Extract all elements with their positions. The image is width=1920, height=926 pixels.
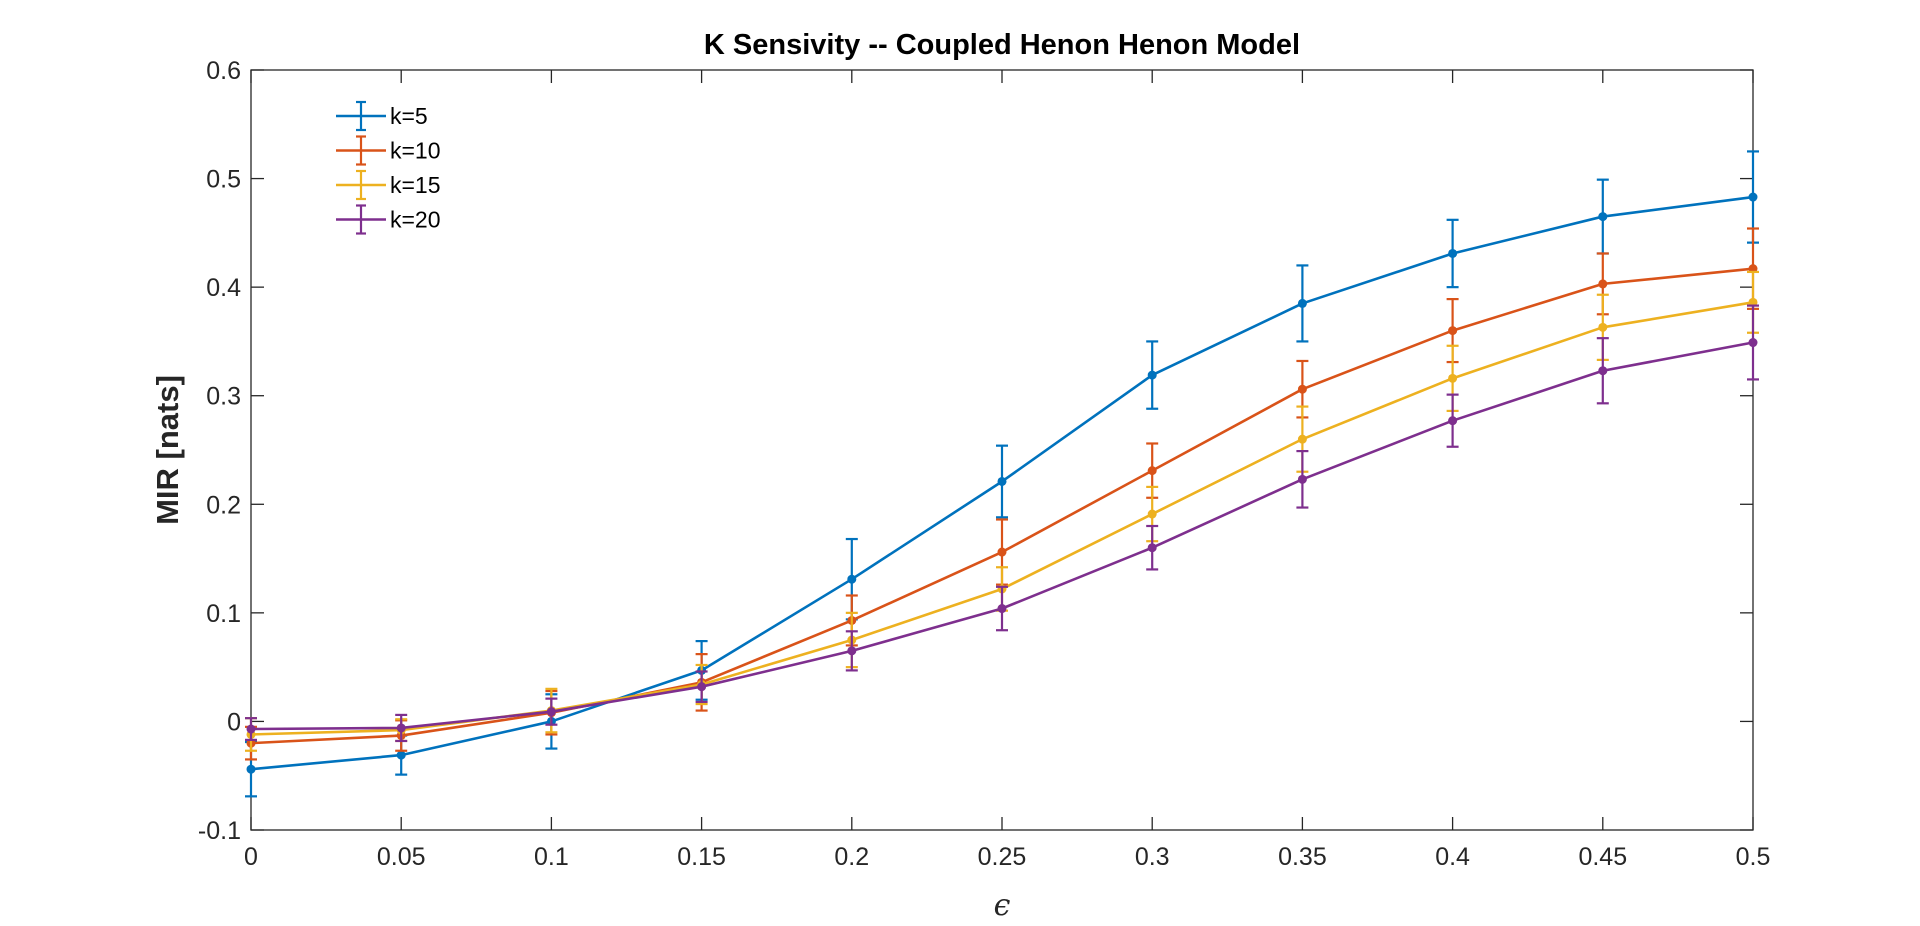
data-point — [1448, 326, 1458, 336]
data-point — [1598, 366, 1608, 376]
y-tick-label: 0.5 — [206, 166, 241, 194]
data-point — [697, 682, 707, 692]
x-tick-label: 0.4 — [1435, 843, 1470, 871]
data-point — [396, 723, 406, 733]
legend-label: k=15 — [390, 172, 441, 198]
series-layer — [245, 150, 1759, 798]
data-point — [1748, 192, 1758, 202]
x-tick-label: 0.3 — [1135, 843, 1170, 871]
chart-title: K Sensivity -- Coupled Henon Henon Model — [704, 29, 1300, 61]
data-point — [997, 604, 1007, 614]
data-point — [1448, 248, 1458, 258]
x-tick-label: 0.5 — [1736, 843, 1771, 871]
data-point — [546, 707, 556, 717]
y-tick-label: 0.4 — [206, 274, 241, 302]
data-point — [1598, 322, 1608, 332]
series-k=5 — [245, 150, 1759, 798]
data-point — [1598, 212, 1608, 222]
data-point — [997, 547, 1007, 557]
data-point — [1147, 509, 1157, 519]
x-tick-label: 0.25 — [978, 843, 1027, 871]
series-k=20 — [245, 304, 1759, 743]
legend-label: k=10 — [390, 138, 441, 164]
y-tick-label: 0.2 — [206, 491, 241, 519]
data-point — [1448, 416, 1458, 426]
axis-ticks: 0 0.05 0.1 0.15 0.2 0.25 0.3 0.35 0.4 0.45 0.5 -0.1… — [198, 57, 1770, 871]
y-tick-label: 0.1 — [206, 600, 241, 628]
y-tick-label: 0.3 — [206, 383, 241, 411]
data-point — [1147, 543, 1157, 553]
x-tick-label: 0.2 — [834, 843, 869, 871]
x-tick-label: 0.45 — [1578, 843, 1627, 871]
y-axis-label: MIR [nats] — [150, 375, 185, 525]
data-point — [1297, 434, 1307, 444]
data-point — [1147, 466, 1157, 476]
y-tick-label: -0.1 — [198, 817, 241, 845]
data-point — [1297, 298, 1307, 308]
data-point — [1748, 338, 1758, 348]
data-point — [1297, 474, 1307, 484]
legend: k=5 k=10 k=15 k=20 — [336, 100, 441, 235]
y-tick-label: 0 — [227, 708, 241, 736]
legend-label: k=20 — [390, 207, 441, 233]
x-tick-label: 0 — [244, 843, 258, 871]
x-tick-label: 0.1 — [534, 843, 569, 871]
data-point — [847, 574, 857, 584]
y-tick-label: 0.6 — [206, 57, 241, 85]
x-axis-label: ϵ — [994, 888, 1011, 923]
data-point — [997, 476, 1007, 486]
x-tick-label: 0.15 — [677, 843, 726, 871]
x-tick-label: 0.35 — [1278, 843, 1327, 871]
data-point — [1297, 384, 1307, 394]
data-point — [1448, 373, 1458, 383]
data-point — [246, 764, 256, 774]
data-point — [847, 646, 857, 656]
data-point — [396, 750, 406, 760]
data-point — [1598, 279, 1608, 289]
data-point — [246, 724, 256, 734]
legend-label: k=5 — [390, 103, 428, 129]
data-point — [1147, 370, 1157, 380]
x-tick-label: 0.05 — [377, 843, 426, 871]
